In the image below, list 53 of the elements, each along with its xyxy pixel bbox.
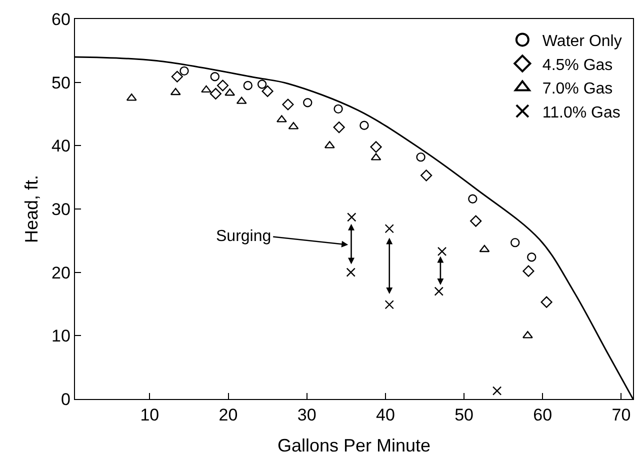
point	[347, 212, 356, 222]
x-tick-label: 70	[612, 406, 631, 425]
y-axis-title: Head, ft.	[22, 174, 42, 244]
point	[201, 85, 212, 93]
point	[370, 141, 382, 153]
annotation: Surging	[216, 228, 272, 245]
x-axis-title: Gallons Per Minute	[277, 436, 431, 456]
point	[434, 286, 444, 296]
point	[437, 246, 447, 256]
point	[527, 252, 536, 262]
point	[479, 244, 490, 252]
point	[420, 170, 432, 182]
point	[262, 85, 274, 97]
legend-label: 7.0% Gas	[542, 80, 613, 98]
legend-label: 11.0% Gas	[542, 104, 620, 122]
point	[470, 215, 482, 227]
x-tick-label: 60	[533, 406, 552, 425]
point	[303, 98, 312, 108]
point	[416, 152, 426, 162]
y-tick-label: 50	[52, 73, 70, 92]
point	[360, 120, 369, 130]
point	[210, 72, 220, 82]
point	[540, 296, 552, 308]
y-tick-label: 30	[52, 200, 70, 219]
point	[333, 122, 345, 134]
point	[384, 300, 394, 310]
point	[522, 265, 534, 277]
x-tick-label: 30	[297, 406, 316, 425]
point	[243, 80, 252, 90]
point	[282, 98, 294, 110]
point	[210, 88, 222, 100]
point	[510, 238, 520, 248]
x-tick-label: 10	[140, 406, 160, 425]
point	[216, 80, 229, 92]
point	[170, 88, 181, 96]
legend-label: Water Only	[542, 32, 622, 50]
x-tick-label: 20	[218, 406, 238, 425]
y-tick-label: 0	[60, 390, 70, 409]
y-tick-label: 10	[52, 326, 70, 346]
point	[171, 70, 183, 82]
point	[257, 80, 267, 89]
point	[180, 66, 189, 76]
point	[492, 386, 502, 396]
point	[334, 104, 343, 114]
x-tick-label: 40	[376, 406, 395, 425]
x-tick-label: 50	[454, 406, 474, 425]
legend-label: 4.5% Gas	[542, 56, 613, 74]
y-tick-label: 40	[52, 136, 70, 156]
point	[346, 268, 356, 277]
point	[468, 194, 478, 204]
y-tick-label: 20	[52, 263, 70, 282]
point	[384, 224, 394, 234]
y-tick-label: 60	[52, 10, 70, 29]
